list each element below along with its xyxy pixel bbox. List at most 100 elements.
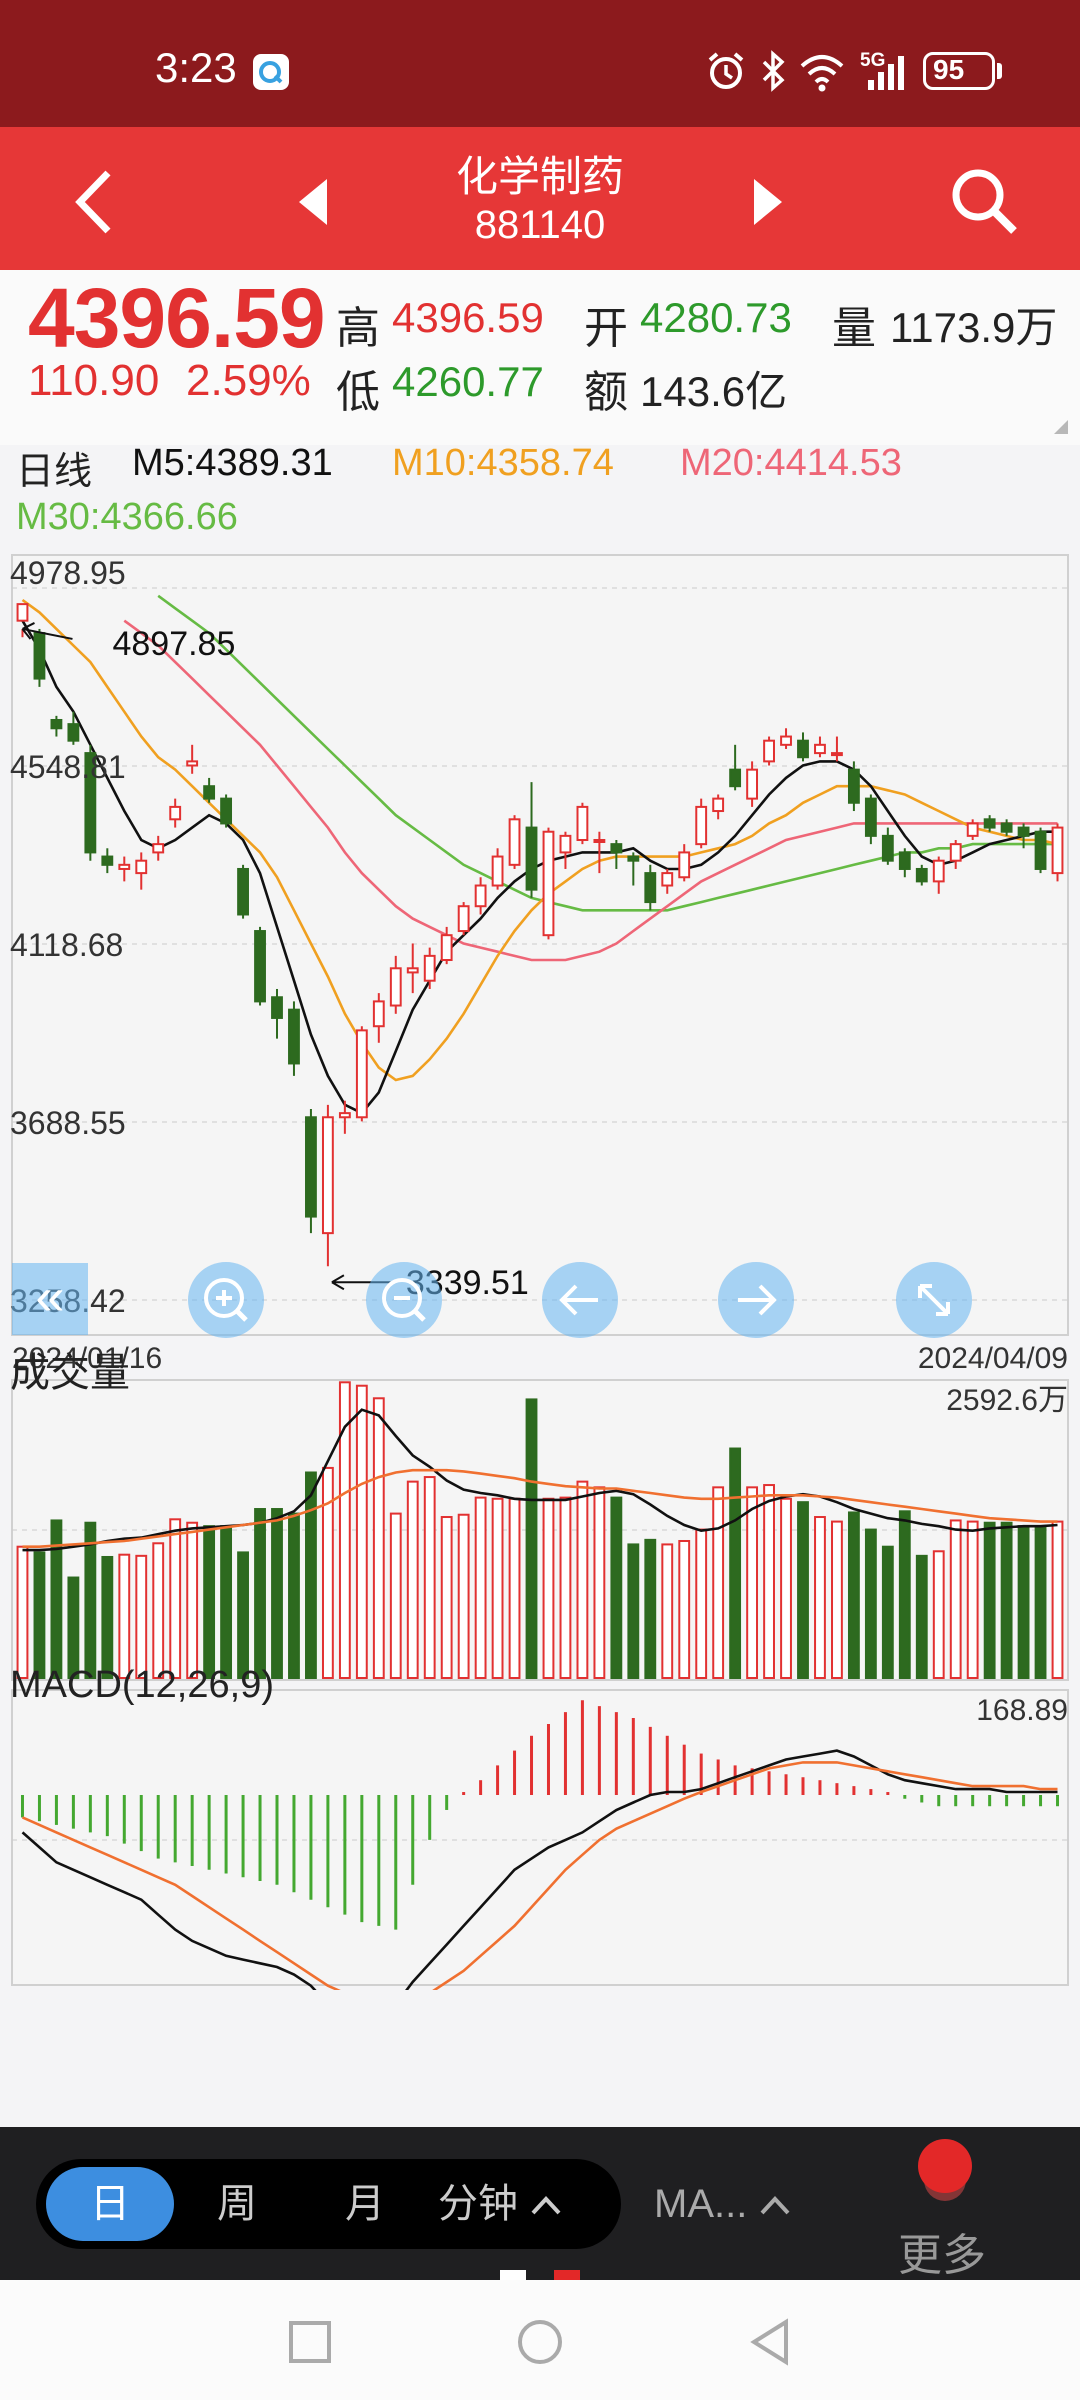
- ma-legend: 日线 M5:4389.31 M10:4358.74 M20:4414.53 M3…: [0, 440, 1080, 550]
- candle-body: [457, 905, 470, 933]
- more-label: 更多: [898, 2231, 986, 2280]
- macd-dif-line: [21, 1749, 1058, 1990]
- volume-bar: [610, 1496, 623, 1680]
- ma30-value: M30:4366.66: [16, 496, 238, 538]
- ma5-line: [21, 620, 1058, 1115]
- low-value: 4260.77: [392, 358, 544, 405]
- zoom-out-icon: [382, 1278, 426, 1322]
- more-button[interactable]: 更多: [890, 2137, 1000, 2280]
- search-icon[interactable]: [948, 165, 1020, 242]
- candle-body: [932, 859, 945, 883]
- tab-minute[interactable]: 分钟: [438, 2167, 618, 2241]
- candle-body: [169, 805, 182, 821]
- candle-body: [1034, 830, 1047, 870]
- candle-body: [186, 760, 199, 767]
- date-start-label: 2024/01/16: [12, 1342, 162, 1375]
- candle-body: [135, 859, 148, 875]
- volume-bar: [881, 1545, 894, 1680]
- candle-body: [966, 822, 979, 837]
- volume-ma-b-line: [22, 1468, 1058, 1548]
- period-label[interactable]: 日线: [16, 451, 93, 493]
- stock-charts[interactable]: 4978.954548.814118.683688.553258.424897.…: [0, 550, 1080, 1990]
- recent-apps-icon[interactable]: [288, 2320, 332, 2369]
- charts-area: 4978.954548.814118.683688.553258.424897.…: [0, 550, 1080, 1990]
- candle-body: [831, 752, 843, 757]
- tab-month[interactable]: 月: [306, 2167, 424, 2241]
- wifi-icon: [798, 52, 846, 97]
- candle-body: [321, 1116, 334, 1235]
- app-notification-icon: [253, 54, 289, 90]
- volume-bar: [627, 1543, 640, 1679]
- zoom-in-icon: [204, 1278, 248, 1322]
- zoom-in-button[interactable]: [188, 1262, 264, 1338]
- app-header: 化学制药 881140: [0, 127, 1080, 270]
- candle-body: [440, 934, 453, 962]
- battery-tip: [997, 63, 1002, 79]
- volume-bar: [966, 1520, 979, 1679]
- volume-bar: [508, 1497, 521, 1679]
- volume-bar: [169, 1518, 182, 1680]
- candle-body: [898, 851, 911, 870]
- candle-body: [797, 739, 809, 759]
- candle-body: [780, 735, 792, 746]
- candle-body: [271, 996, 283, 1019]
- candle-body: [661, 872, 674, 887]
- next-stock-icon[interactable]: [750, 177, 786, 232]
- volume-bar: [983, 1521, 996, 1679]
- volume-bar: [50, 1519, 63, 1680]
- volume-bar: [372, 1397, 385, 1680]
- expand-corner-icon[interactable]: [1054, 420, 1068, 434]
- scroll-right-button[interactable]: [718, 1262, 794, 1338]
- open-value: 4280.73: [640, 294, 792, 341]
- candle-body: [627, 855, 640, 862]
- ma20-value: M20:4414.53: [680, 442, 902, 484]
- volume-bar: [237, 1551, 249, 1680]
- prev-stock-icon[interactable]: [295, 177, 331, 232]
- zoom-out-button[interactable]: [366, 1262, 442, 1338]
- volume-bar: [220, 1525, 233, 1679]
- scroll-left-button[interactable]: [542, 1262, 618, 1338]
- candle-body: [576, 805, 589, 841]
- ma10-line: [21, 598, 1058, 1082]
- ma-selector[interactable]: MA...: [654, 2167, 834, 2241]
- candle-body: [203, 785, 216, 800]
- tab-day-label: 日: [90, 2182, 130, 2226]
- candle-body: [1051, 826, 1064, 875]
- candle-body: [593, 838, 606, 843]
- volume-bar: [1051, 1520, 1064, 1679]
- signal-icon: [866, 54, 908, 97]
- volume-bar: [254, 1508, 266, 1680]
- candle-body: [152, 843, 165, 854]
- record-dot-icon: [918, 2139, 972, 2193]
- volume-bar: [797, 1501, 809, 1680]
- arrow-left-icon: [559, 1284, 598, 1316]
- candle-body: [16, 603, 29, 622]
- tab-week[interactable]: 周: [178, 2167, 296, 2241]
- candle-body: [712, 797, 725, 813]
- tab-day[interactable]: 日: [46, 2167, 174, 2241]
- candle-body: [542, 830, 555, 937]
- volume-bar: [118, 1553, 131, 1679]
- kline-y-tick: 4118.68: [10, 927, 123, 963]
- arrow-right-icon: [738, 1284, 777, 1316]
- candle-body: [1000, 822, 1013, 833]
- fullscreen-button[interactable]: [896, 1262, 972, 1338]
- back-nav-icon[interactable]: [748, 2318, 790, 2371]
- collapse-panel-button[interactable]: «: [12, 1263, 88, 1335]
- volume-bar: [847, 1511, 860, 1679]
- candle-body: [525, 826, 538, 891]
- candle-body: [814, 743, 826, 755]
- volume-bar: [321, 1466, 334, 1679]
- volume-bar: [186, 1521, 199, 1679]
- volume-bar: [423, 1476, 436, 1679]
- volume-bar: [729, 1447, 742, 1680]
- candle-body: [67, 723, 80, 742]
- candle-body: [474, 884, 487, 908]
- bottom-toolbar: 日 周 月 分钟 MA... 更多: [0, 2127, 1080, 2280]
- home-icon[interactable]: [516, 2318, 564, 2371]
- macd-frame: [11, 1689, 1069, 1986]
- volume-bar: [814, 1516, 826, 1679]
- candle-body: [881, 834, 894, 862]
- back-arrow-icon[interactable]: [70, 167, 120, 242]
- volume-bar: [457, 1513, 470, 1680]
